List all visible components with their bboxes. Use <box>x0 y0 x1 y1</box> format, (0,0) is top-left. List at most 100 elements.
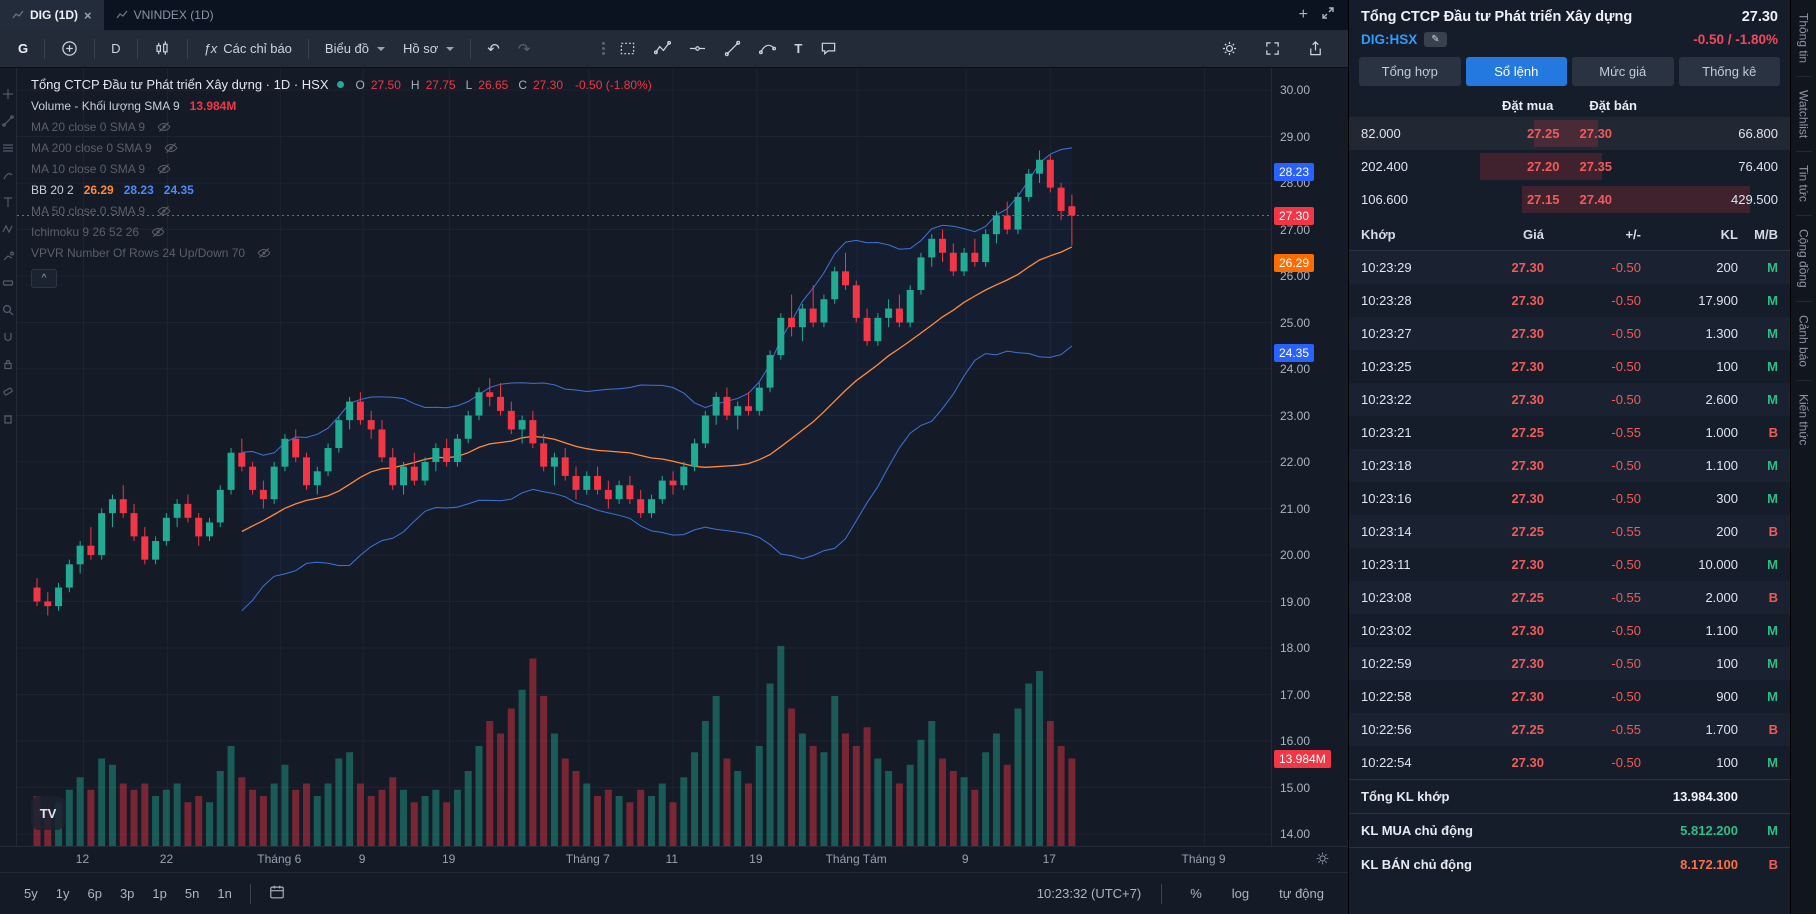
rail-tab-1[interactable]: Thông tin <box>1796 13 1811 64</box>
axis-settings-gear-icon[interactable] <box>1315 851 1330 869</box>
trade-row[interactable]: 10:23:02 27.30 -0.50 1.100 M <box>1349 614 1790 647</box>
eye-off-icon[interactable] <box>164 142 178 154</box>
indicators-button[interactable]: ƒx Các chỉ báo <box>203 41 292 56</box>
chart-canvas[interactable]: Tổng CTCP Đầu tư Phát triển Xây dựng · 1… <box>17 68 1271 846</box>
legend-indicator-row[interactable]: VPVR Number Of Rows 24 Up/Down 70 <box>31 242 652 263</box>
percent-scale-button[interactable]: % <box>1190 886 1202 901</box>
add-tab-icon[interactable]: + <box>1298 6 1308 23</box>
text-tool-button[interactable]: T <box>794 41 803 56</box>
trade-row[interactable]: 10:23:14 27.25 -0.55 200 B <box>1349 515 1790 548</box>
rail-tab-3[interactable]: Tin tức <box>1796 165 1811 203</box>
eraser-icon[interactable] <box>2 385 14 397</box>
goto-date-icon[interactable] <box>261 880 293 907</box>
panel-tab-sổ-lệnh[interactable]: Sổ lệnh <box>1465 57 1567 86</box>
trade-row[interactable]: 10:23:29 27.30 -0.50 200 M <box>1349 251 1790 284</box>
chart-style-button[interactable] <box>146 36 179 61</box>
symbol-search-button[interactable]: G <box>18 41 29 56</box>
eye-off-icon[interactable] <box>157 163 171 175</box>
trendline-icon[interactable] <box>2 115 14 127</box>
panel-tab-mức-giá[interactable]: Mức giá <box>1572 57 1674 86</box>
fullscreen-icon[interactable] <box>1256 36 1289 61</box>
eye-off-icon[interactable] <box>151 226 165 238</box>
legend-indicator-row[interactable]: BB 20 2 26.29 28.23 24.35 <box>31 179 652 200</box>
range-button-5n[interactable]: 5n <box>184 886 200 901</box>
trade-row[interactable]: 10:22:56 27.25 -0.55 1.700 B <box>1349 713 1790 746</box>
crosshair-icon[interactable] <box>2 88 14 100</box>
legend-main-row[interactable]: Tổng CTCP Đầu tư Phát triển Xây dựng · 1… <box>31 74 652 95</box>
redo-button[interactable]: ↷ <box>517 40 531 58</box>
rail-tab-6[interactable]: Kiến thức <box>1796 393 1811 446</box>
brush-icon[interactable] <box>2 169 14 181</box>
symbol-link[interactable]: DIG:HSX <box>1361 32 1418 47</box>
callout-tool-button[interactable] <box>812 36 845 61</box>
rail-tab-4[interactable]: Cộng đồng <box>1796 229 1811 288</box>
trade-row[interactable]: 10:22:59 27.30 -0.50 100 M <box>1349 647 1790 680</box>
candlestick-chart[interactable] <box>17 68 1271 846</box>
eye-off-icon[interactable] <box>157 205 171 217</box>
range-button-3p[interactable]: 3p <box>119 886 135 901</box>
legend-indicator-row[interactable]: MA 50 close 0 SMA 9 <box>31 200 652 221</box>
chart-menu-button[interactable]: Biểu đồ <box>317 37 393 60</box>
range-button-5y[interactable]: 5y <box>24 886 38 901</box>
trade-row[interactable]: 10:23:25 27.30 -0.50 100 M <box>1349 350 1790 383</box>
interval-button[interactable]: D <box>111 41 121 56</box>
orderbook-row[interactable]: 106.600 27.15 27.40 429.500 <box>1349 183 1790 216</box>
measure-icon[interactable] <box>2 277 14 289</box>
rectangle-tool-button[interactable] <box>611 36 644 61</box>
drag-handle-icon[interactable] <box>598 42 609 55</box>
price-scale[interactable]: 14.00 15.00 16.00 17.00 18.00 19.00 20.00 21.00… <box>1271 68 1348 846</box>
magnet-icon[interactable] <box>2 331 14 343</box>
trade-row[interactable]: 10:23:21 27.25 -0.55 1.000 B <box>1349 416 1790 449</box>
settings-gear-icon[interactable] <box>1213 36 1246 61</box>
legend-indicator-row[interactable]: Ichimoku 9 26 52 26 <box>31 221 652 242</box>
time-axis[interactable]: 12 22 Tháng 6 9 19 Tháng 7 11 19 Tháng Tám 9 17 Thá… <box>0 846 1348 873</box>
rail-tab-5[interactable]: Cảnh báo <box>1796 314 1811 367</box>
log-scale-button[interactable]: log <box>1231 886 1250 901</box>
chart-tab-vnindex[interactable]: VNINDEX (1D) <box>104 0 226 30</box>
range-button-1y[interactable]: 1y <box>55 886 70 901</box>
zoom-icon[interactable] <box>2 304 14 316</box>
legend-volume-row[interactable]: Volume - Khối lượng SMA 9 13.984M <box>31 95 652 116</box>
eye-off-icon[interactable] <box>257 247 271 259</box>
close-tab-icon[interactable]: × <box>84 7 92 23</box>
trash-icon[interactable] <box>2 412 14 424</box>
trade-row[interactable]: 10:22:54 27.30 -0.50 100 M <box>1349 746 1790 779</box>
lock-icon[interactable] <box>2 358 14 370</box>
fib-icon[interactable] <box>2 142 14 154</box>
curve-tool-button[interactable] <box>751 36 784 61</box>
compare-button[interactable] <box>53 36 86 61</box>
orderbook-row[interactable]: 202.400 27.20 27.35 76.400 <box>1349 150 1790 183</box>
trendline-tool-button[interactable] <box>716 36 749 61</box>
range-button-6p[interactable]: 6p <box>87 886 102 901</box>
tradingview-logo[interactable]: TV <box>31 796 65 830</box>
trade-row[interactable]: 10:22:58 27.30 -0.50 900 M <box>1349 680 1790 713</box>
trade-row[interactable]: 10:23:11 27.30 -0.50 10.000 M <box>1349 548 1790 581</box>
pattern-icon[interactable] <box>2 223 14 235</box>
chart-tab-dig[interactable]: DIG (1D) × <box>0 0 104 30</box>
polyline-tool-button[interactable] <box>646 36 679 61</box>
orderbook-row[interactable]: 82.000 27.25 27.30 66.800 <box>1349 117 1790 150</box>
rail-tab-2[interactable]: Watchlist <box>1796 90 1811 139</box>
expand-tabbar-icon[interactable] <box>1322 6 1334 24</box>
share-icon[interactable] <box>1299 36 1332 61</box>
range-button-1p[interactable]: 1p <box>152 886 167 901</box>
trade-row[interactable]: 10:23:22 27.30 -0.50 2.600 M <box>1349 383 1790 416</box>
trade-row[interactable]: 10:23:28 27.30 -0.50 17.900 M <box>1349 284 1790 317</box>
trade-row[interactable]: 10:23:08 27.25 -0.55 2.000 B <box>1349 581 1790 614</box>
undo-button[interactable]: ↶ <box>487 40 500 58</box>
collapse-legend-button[interactable]: ^ <box>31 269 57 288</box>
auto-scale-button[interactable]: tự động <box>1279 886 1324 901</box>
trade-row[interactable]: 10:23:18 27.30 -0.50 1.100 M <box>1349 449 1790 482</box>
legend-indicator-row[interactable]: MA 10 close 0 SMA 9 <box>31 158 652 179</box>
trade-row[interactable]: 10:23:27 27.30 -0.50 1.300 M <box>1349 317 1790 350</box>
eye-off-icon[interactable] <box>157 121 171 133</box>
profile-menu-button[interactable]: Hồ sơ <box>395 37 462 60</box>
range-button-1n[interactable]: 1n <box>217 886 232 901</box>
forecast-icon[interactable] <box>2 250 14 262</box>
edit-symbol-icon[interactable]: ✎ <box>1424 32 1447 47</box>
clock-label[interactable]: 10:23:32 (UTC+7) <box>1036 886 1142 901</box>
legend-indicator-row[interactable]: MA 200 close 0 SMA 9 <box>31 137 652 158</box>
legend-indicator-row[interactable]: MA 20 close 0 SMA 9 <box>31 116 652 137</box>
panel-tab-thống-kê[interactable]: Thống kê <box>1678 57 1780 86</box>
panel-tab-tổng-hợp[interactable]: Tổng hợp <box>1359 57 1461 86</box>
